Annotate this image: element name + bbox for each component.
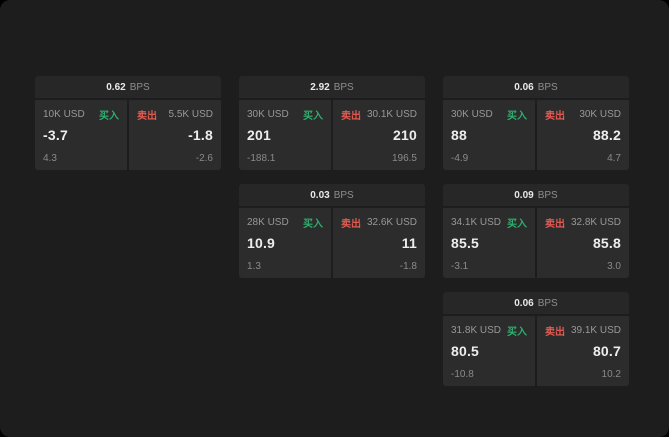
buy-panel[interactable]: 30K USD 买入 88 -4.9 (443, 100, 535, 170)
sell-panel[interactable]: 卖出 30K USD 88.2 4.7 (537, 100, 629, 170)
sell-size: 39.1K USD (570, 325, 621, 336)
sell-sub-value: -1.8 (399, 261, 417, 272)
sell-label: 卖出 (137, 111, 157, 122)
sell-sub-value: 10.2 (601, 369, 621, 380)
sell-panel[interactable]: 卖出 30.1K USD 210 196.5 (333, 100, 425, 170)
sell-price: 88.2 (592, 127, 621, 143)
sell-label: 卖出 (545, 327, 565, 338)
sell-price: 80.7 (592, 343, 621, 359)
bps-label: BPS (333, 81, 354, 93)
sell-sub-value: 3.0 (607, 261, 621, 272)
buy-price: 80.5 (451, 343, 480, 359)
buy-size: 30K USD (247, 109, 289, 120)
buy-panel[interactable]: 34.1K USD 买入 85.5 -3.1 (443, 208, 535, 278)
bid-ask-panels: 28K USD 买入 10.9 1.3 卖出 32.6K USD 11 -1.8 (239, 208, 425, 278)
sell-price: 85.8 (592, 235, 621, 251)
buy-price: 201 (247, 127, 271, 143)
spread-value: 0.06 (514, 297, 534, 309)
buy-panel[interactable]: 31.8K USD 买入 80.5 -10.8 (443, 316, 535, 386)
buy-panel[interactable]: 30K USD 买入 201 -188.1 (239, 100, 331, 170)
sell-panel[interactable]: 卖出 5.5K USD -1.8 -2.6 (129, 100, 221, 170)
sell-price: 210 (393, 127, 417, 143)
buy-price: 10.9 (247, 235, 276, 251)
sell-panel[interactable]: 卖出 32.8K USD 85.8 3.0 (537, 208, 629, 278)
buy-label: 买入 (303, 219, 323, 230)
buy-price: -3.7 (43, 127, 68, 143)
buy-size: 31.8K USD (451, 325, 502, 336)
bps-label: BPS (537, 189, 558, 201)
buy-label: 买入 (507, 327, 527, 338)
buy-size: 30K USD (451, 109, 493, 120)
sell-label: 卖出 (545, 219, 565, 230)
buy-label: 买入 (303, 111, 323, 122)
quote-card: 2.92 BPS 30K USD 买入 201 -188.1 卖出 30.1K … (239, 76, 425, 170)
spread-header: 0.06 BPS (443, 292, 629, 314)
buy-sub-value: -4.9 (451, 153, 469, 164)
quote-card: 0.06 BPS 31.8K USD 买入 80.5 -10.8 卖出 39.1… (443, 292, 629, 386)
buy-price: 88 (451, 127, 467, 143)
buy-panel[interactable]: 28K USD 买入 10.9 1.3 (239, 208, 331, 278)
bps-label: BPS (537, 81, 558, 93)
sell-size: 32.6K USD (366, 217, 417, 228)
quote-card: 0.09 BPS 34.1K USD 买入 85.5 -3.1 卖出 32.8K… (443, 184, 629, 278)
sell-price: -1.8 (188, 127, 213, 143)
buy-size: 28K USD (247, 217, 289, 228)
bid-ask-panels: 34.1K USD 买入 85.5 -3.1 卖出 32.8K USD 85.8… (443, 208, 629, 278)
buy-label: 买入 (507, 219, 527, 230)
sell-size: 32.8K USD (570, 217, 621, 228)
sell-label: 卖出 (341, 111, 361, 122)
quote-card: 0.62 BPS 10K USD 买入 -3.7 4.3 卖出 5.5K USD (35, 76, 221, 170)
spread-header: 2.92 BPS (239, 76, 425, 98)
buy-sub-value: -10.8 (451, 369, 474, 380)
buy-sub-value: 1.3 (247, 261, 261, 272)
spread-value: 0.03 (310, 189, 330, 201)
bid-ask-panels: 31.8K USD 买入 80.5 -10.8 卖出 39.1K USD 80.… (443, 316, 629, 386)
spread-header: 0.06 BPS (443, 76, 629, 98)
buy-size: 34.1K USD (451, 217, 502, 228)
buy-sub-value: 4.3 (43, 153, 57, 164)
sell-label: 卖出 (341, 219, 361, 230)
sell-size: 30.1K USD (366, 109, 417, 120)
sell-price: 11 (401, 235, 417, 251)
spread-value: 2.92 (310, 81, 330, 93)
sell-panel[interactable]: 卖出 32.6K USD 11 -1.8 (333, 208, 425, 278)
bps-label: BPS (537, 297, 558, 309)
quote-card: 0.06 BPS 30K USD 买入 88 -4.9 卖出 30K USD (443, 76, 629, 170)
spread-value: 0.06 (514, 81, 534, 93)
sell-size: 5.5K USD (168, 109, 213, 120)
buy-size: 10K USD (43, 109, 85, 120)
sell-sub-value: -2.6 (195, 153, 213, 164)
sell-sub-value: 196.5 (391, 153, 417, 164)
buy-sub-value: -3.1 (451, 261, 469, 272)
spread-header: 0.03 BPS (239, 184, 425, 206)
spread-header: 0.09 BPS (443, 184, 629, 206)
sell-panel[interactable]: 卖出 39.1K USD 80.7 10.2 (537, 316, 629, 386)
buy-label: 买入 (507, 111, 527, 122)
quote-card: 0.03 BPS 28K USD 买入 10.9 1.3 卖出 32.6K US… (239, 184, 425, 278)
buy-sub-value: -188.1 (247, 153, 276, 164)
buy-label: 买入 (99, 111, 119, 122)
spread-value: 0.09 (514, 189, 534, 201)
spread-value: 0.62 (106, 81, 126, 93)
sell-label: 卖出 (545, 111, 565, 122)
bps-label: BPS (129, 81, 150, 93)
bid-ask-panels: 10K USD 买入 -3.7 4.3 卖出 5.5K USD -1.8 -2.… (35, 100, 221, 170)
bps-label: BPS (333, 189, 354, 201)
bid-ask-panels: 30K USD 买入 201 -188.1 卖出 30.1K USD 210 1… (239, 100, 425, 170)
sell-size: 30K USD (579, 109, 621, 120)
quote-grid: 0.62 BPS 10K USD 买入 -3.7 4.3 卖出 5.5K USD (35, 76, 629, 386)
buy-panel[interactable]: 10K USD 买入 -3.7 4.3 (35, 100, 127, 170)
sell-sub-value: 4.7 (607, 153, 621, 164)
spread-header: 0.62 BPS (35, 76, 221, 98)
buy-price: 85.5 (451, 235, 480, 251)
bid-ask-panels: 30K USD 买入 88 -4.9 卖出 30K USD 88.2 4.7 (443, 100, 629, 170)
